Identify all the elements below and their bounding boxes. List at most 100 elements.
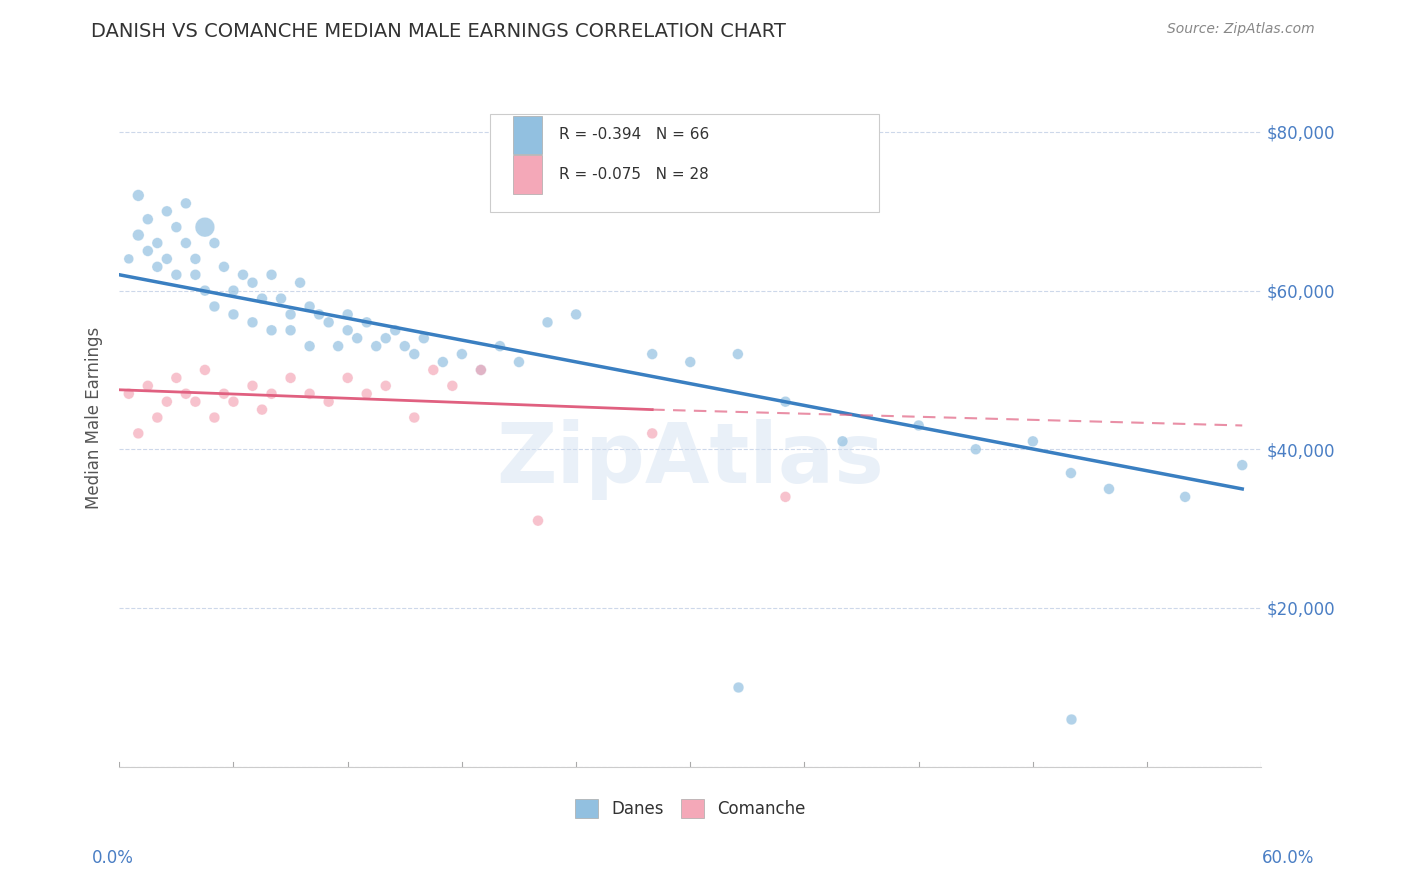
Point bbox=[336, 323, 359, 337]
Point bbox=[280, 371, 302, 385]
Point bbox=[318, 394, 340, 409]
Point bbox=[156, 252, 179, 266]
Point bbox=[250, 402, 273, 417]
Point bbox=[1060, 466, 1083, 480]
Point bbox=[1022, 434, 1045, 449]
Point bbox=[641, 347, 664, 361]
Point bbox=[118, 386, 141, 401]
Point bbox=[679, 355, 702, 369]
Point bbox=[204, 235, 226, 250]
Point bbox=[775, 394, 797, 409]
Point bbox=[156, 394, 179, 409]
Point bbox=[288, 276, 311, 290]
Point bbox=[298, 339, 321, 353]
Point bbox=[222, 284, 245, 298]
Point bbox=[136, 244, 159, 258]
Point bbox=[136, 212, 159, 227]
Point bbox=[184, 268, 207, 282]
Point bbox=[374, 379, 396, 393]
Text: 0.0%: 0.0% bbox=[91, 849, 134, 867]
Point bbox=[260, 268, 283, 282]
Point bbox=[298, 386, 321, 401]
Point bbox=[394, 339, 416, 353]
Point bbox=[156, 204, 179, 219]
Point bbox=[346, 331, 368, 345]
Point bbox=[1232, 458, 1254, 472]
Text: R = -0.075   N = 28: R = -0.075 N = 28 bbox=[560, 167, 709, 182]
Point bbox=[232, 268, 254, 282]
Point bbox=[384, 323, 406, 337]
Text: DANISH VS COMANCHE MEDIAN MALE EARNINGS CORRELATION CHART: DANISH VS COMANCHE MEDIAN MALE EARNINGS … bbox=[91, 22, 786, 41]
Point bbox=[336, 307, 359, 321]
Point bbox=[260, 323, 283, 337]
Point bbox=[165, 220, 187, 235]
Point bbox=[318, 315, 340, 329]
Point bbox=[204, 300, 226, 314]
Point bbox=[1060, 712, 1083, 726]
Point bbox=[204, 410, 226, 425]
Point bbox=[508, 355, 530, 369]
Point bbox=[727, 347, 749, 361]
Point bbox=[775, 490, 797, 504]
Text: R = -0.394   N = 66: R = -0.394 N = 66 bbox=[560, 128, 709, 143]
Point bbox=[260, 386, 283, 401]
FancyBboxPatch shape bbox=[513, 116, 541, 154]
Text: Source: ZipAtlas.com: Source: ZipAtlas.com bbox=[1167, 22, 1315, 37]
Point bbox=[194, 363, 217, 377]
Point bbox=[565, 307, 588, 321]
Point bbox=[165, 371, 187, 385]
Legend: Danes, Comanche: Danes, Comanche bbox=[568, 792, 813, 824]
Point bbox=[146, 260, 169, 274]
Point bbox=[1098, 482, 1121, 496]
Point bbox=[174, 196, 197, 211]
Point bbox=[831, 434, 853, 449]
Point bbox=[127, 426, 149, 441]
Point bbox=[527, 514, 550, 528]
Point bbox=[451, 347, 474, 361]
Point bbox=[308, 307, 330, 321]
Point bbox=[641, 426, 664, 441]
FancyBboxPatch shape bbox=[513, 155, 541, 194]
Point bbox=[212, 260, 235, 274]
Point bbox=[907, 418, 929, 433]
Point bbox=[165, 268, 187, 282]
Point bbox=[194, 220, 217, 235]
Point bbox=[422, 363, 444, 377]
Point bbox=[118, 252, 141, 266]
Point bbox=[366, 339, 388, 353]
Point bbox=[174, 235, 197, 250]
Point bbox=[404, 410, 426, 425]
Point bbox=[356, 315, 378, 329]
Point bbox=[280, 307, 302, 321]
Point bbox=[212, 386, 235, 401]
Point bbox=[127, 188, 149, 202]
Point bbox=[412, 331, 434, 345]
Point bbox=[470, 363, 492, 377]
Point bbox=[336, 371, 359, 385]
Point bbox=[222, 307, 245, 321]
Point bbox=[470, 363, 492, 377]
Point bbox=[127, 228, 149, 243]
Point bbox=[298, 300, 321, 314]
Point bbox=[194, 284, 217, 298]
Point bbox=[184, 394, 207, 409]
Point bbox=[222, 394, 245, 409]
Point bbox=[489, 339, 512, 353]
Point bbox=[146, 235, 169, 250]
Point bbox=[174, 386, 197, 401]
Point bbox=[328, 339, 350, 353]
Point bbox=[404, 347, 426, 361]
Point bbox=[374, 331, 396, 345]
Point bbox=[242, 315, 264, 329]
Point bbox=[250, 292, 273, 306]
Point bbox=[1174, 490, 1197, 504]
Text: 60.0%: 60.0% bbox=[1263, 849, 1315, 867]
Point bbox=[146, 410, 169, 425]
Point bbox=[536, 315, 558, 329]
Point bbox=[432, 355, 454, 369]
Point bbox=[727, 680, 749, 694]
Point bbox=[184, 252, 207, 266]
Point bbox=[965, 442, 987, 457]
Point bbox=[270, 292, 292, 306]
Point bbox=[242, 276, 264, 290]
